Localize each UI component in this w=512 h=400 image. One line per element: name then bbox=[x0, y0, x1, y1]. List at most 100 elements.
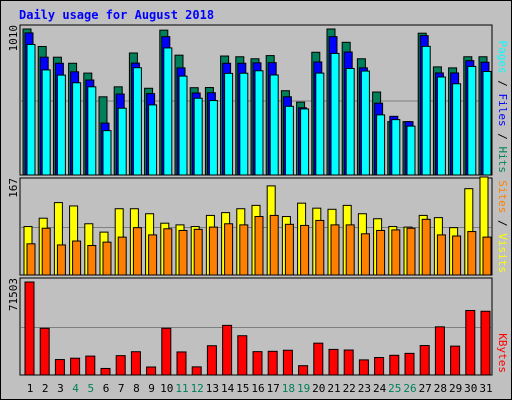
bar-kbytes bbox=[115, 355, 126, 376]
bar-kbytes bbox=[54, 359, 65, 376]
legend-visits-sites: Sites / Visits bbox=[496, 180, 509, 273]
bar-pages bbox=[315, 72, 325, 176]
bar-sites bbox=[193, 228, 203, 276]
bar-sites bbox=[482, 236, 492, 276]
bar-sites bbox=[467, 231, 477, 276]
bar-pages bbox=[360, 70, 370, 176]
bar-sites bbox=[41, 227, 51, 276]
bar-kbytes bbox=[267, 350, 278, 376]
x-tick-label: 24 bbox=[373, 382, 387, 395]
bar-sites bbox=[360, 233, 370, 276]
legend-entry: Hits bbox=[496, 147, 509, 174]
bar-pages bbox=[376, 114, 386, 176]
bar-sites bbox=[26, 243, 36, 276]
bar-pages bbox=[391, 119, 401, 176]
legend-entry: KBytes bbox=[496, 333, 509, 373]
bar-kbytes bbox=[343, 349, 354, 376]
x-tick-label: 31 bbox=[479, 382, 492, 395]
bar-sites bbox=[345, 224, 355, 276]
x-tick-label: 8 bbox=[133, 382, 140, 395]
bar-pages bbox=[224, 72, 234, 176]
legend-entry: Files bbox=[496, 94, 509, 127]
bar-sites bbox=[452, 235, 462, 276]
bar-kbytes bbox=[389, 354, 400, 376]
bar-kbytes bbox=[252, 351, 263, 376]
x-tick-label: 6 bbox=[103, 382, 110, 395]
bar-pages bbox=[178, 75, 188, 176]
x-axis-tick-labels: 1 2 3 4 5 6 7 8 9 10 11 12 13 14 15 16 17 18 19 20 21 22 23 24 2… bbox=[27, 382, 493, 395]
x-tick-label: 3 bbox=[57, 382, 64, 395]
legend-entry: / bbox=[496, 127, 509, 147]
x-tick-label: 1 bbox=[27, 382, 34, 395]
bar-kbytes bbox=[100, 367, 111, 376]
x-tick-label: 29 bbox=[449, 382, 462, 395]
x-tick-label: 4 bbox=[72, 382, 79, 395]
bar-marks bbox=[22, 28, 492, 376]
bar-sites bbox=[208, 226, 218, 276]
x-tick-label: 5 bbox=[87, 382, 94, 395]
bar-sites bbox=[330, 224, 340, 276]
bar-sites bbox=[284, 223, 294, 276]
bar-kbytes bbox=[146, 366, 157, 376]
legend-entry: Visits bbox=[496, 233, 509, 273]
ymax-label-hits: 1010 bbox=[7, 25, 20, 52]
bar-pages bbox=[254, 70, 264, 176]
ymax-label-kbytes: 71503 bbox=[7, 278, 20, 311]
bar-pages bbox=[163, 47, 173, 176]
bar-sites bbox=[376, 229, 386, 276]
x-tick-label: 13 bbox=[206, 382, 219, 395]
bar-sites bbox=[178, 229, 188, 276]
bar-sites bbox=[56, 244, 66, 276]
bar-kbytes bbox=[434, 326, 445, 376]
bar-sites bbox=[436, 234, 446, 276]
bar-kbytes bbox=[237, 335, 248, 376]
bar-pages bbox=[300, 108, 310, 176]
bar-kbytes bbox=[282, 349, 293, 376]
bar-kbytes bbox=[374, 357, 385, 376]
bar-sites bbox=[102, 241, 112, 276]
x-tick-label: 22 bbox=[343, 382, 356, 395]
bar-pages bbox=[239, 72, 249, 176]
bar-kbytes bbox=[313, 342, 324, 376]
bar-sites bbox=[87, 244, 97, 276]
legend-entry: / bbox=[496, 213, 509, 233]
bar-sites bbox=[391, 229, 401, 276]
bar-sites bbox=[421, 218, 431, 276]
bar-kbytes bbox=[419, 345, 430, 376]
bar-kbytes bbox=[480, 310, 491, 376]
bar-sites bbox=[300, 224, 310, 276]
bar-pages bbox=[284, 105, 294, 176]
bar-pages bbox=[345, 67, 355, 176]
x-tick-label: 28 bbox=[434, 382, 447, 395]
bar-pages bbox=[452, 83, 462, 176]
x-tick-label: 19 bbox=[297, 382, 310, 395]
bar-pages bbox=[436, 76, 446, 176]
bar-kbytes bbox=[191, 366, 202, 376]
legend-entry: / bbox=[496, 74, 509, 94]
x-tick-label: 10 bbox=[160, 382, 173, 395]
bar-pages bbox=[41, 69, 51, 176]
bar-kbytes bbox=[298, 365, 309, 376]
x-tick-label: 18 bbox=[282, 382, 295, 395]
bar-kbytes bbox=[404, 352, 415, 376]
x-tick-label: 17 bbox=[267, 382, 280, 395]
bar-pages bbox=[72, 82, 82, 176]
x-tick-label: 2 bbox=[42, 382, 49, 395]
bar-sites bbox=[315, 219, 325, 276]
bar-sites bbox=[117, 236, 127, 276]
bar-pages bbox=[87, 86, 97, 176]
bar-kbytes bbox=[130, 351, 141, 376]
bar-kbytes bbox=[358, 359, 369, 376]
x-tick-label: 16 bbox=[251, 382, 264, 395]
x-tick-label: 14 bbox=[221, 382, 235, 395]
x-tick-label: 11 bbox=[175, 382, 188, 395]
bar-kbytes bbox=[85, 355, 96, 376]
x-tick-label: 20 bbox=[312, 382, 325, 395]
x-tick-label: 26 bbox=[403, 382, 416, 395]
bar-pages bbox=[132, 67, 142, 176]
x-tick-label: 9 bbox=[148, 382, 155, 395]
bar-kbytes bbox=[39, 327, 50, 376]
bar-kbytes bbox=[328, 348, 339, 376]
bar-pages bbox=[148, 104, 158, 176]
